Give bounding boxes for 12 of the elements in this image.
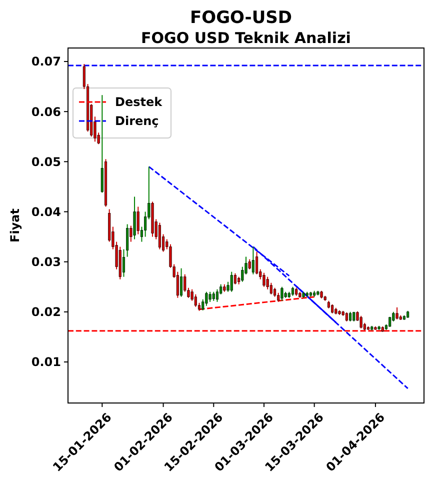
y-tick-label: 0.04	[31, 204, 61, 219]
legend-label: Direnç	[115, 114, 159, 128]
legend-label: Destek	[115, 95, 164, 110]
chart-title: FOGO-USD	[190, 8, 292, 28]
y-axis-title: Fiyat	[8, 208, 22, 242]
y-tick-label: 0.06	[31, 104, 61, 119]
y-tick-label: 0.01	[31, 355, 61, 370]
y-tick-label: 0.05	[31, 154, 61, 169]
y-tick-label: 0.02	[31, 305, 61, 320]
y-tick-label: 0.07	[31, 54, 61, 69]
y-tick-label: 0.03	[31, 255, 61, 269]
chart-subtitle: FOGO USD Teknik Analizi	[141, 29, 351, 47]
